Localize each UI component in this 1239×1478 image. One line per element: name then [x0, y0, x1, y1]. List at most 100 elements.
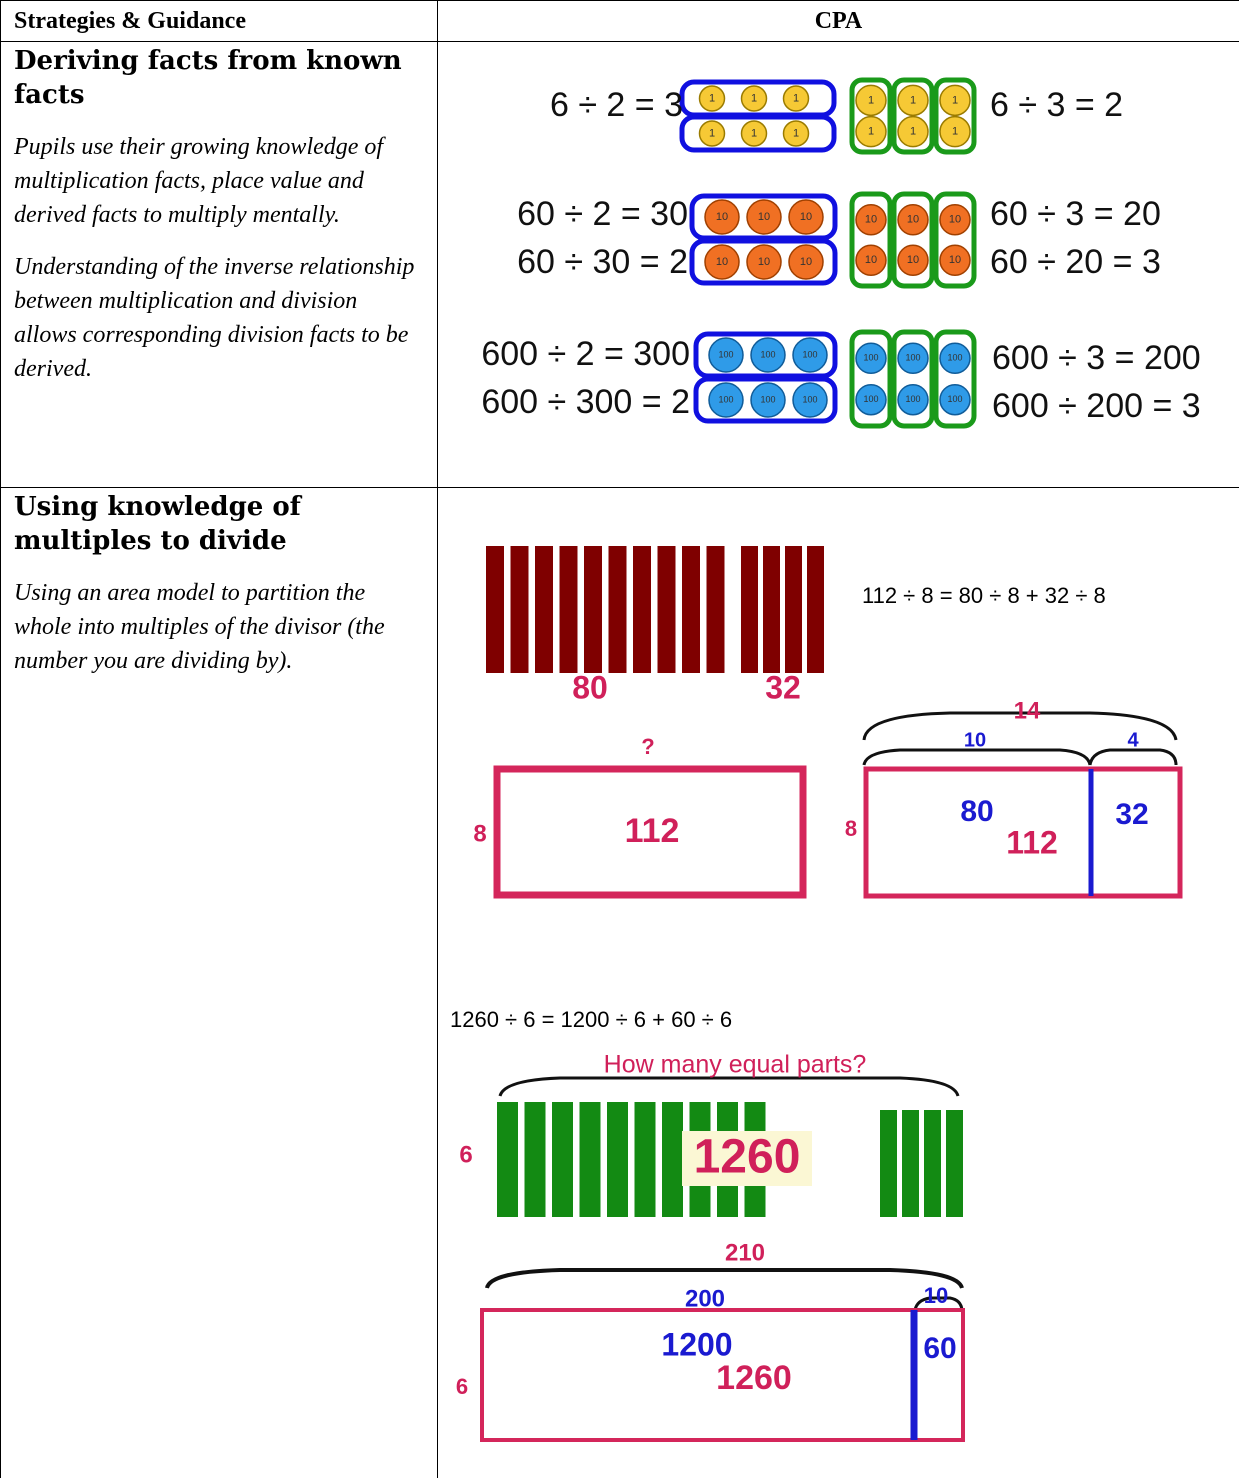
counter-label: 100: [802, 394, 817, 404]
group-box: [933, 329, 977, 429]
equation: 6 ÷ 2 = 3: [550, 86, 683, 124]
brace: [498, 1076, 960, 1097]
area-part: 10: [964, 729, 986, 751]
counter: [750, 337, 786, 373]
area-inside: 112: [625, 812, 680, 850]
counter-label: 10: [865, 254, 877, 266]
group-box: [849, 329, 893, 429]
area-rect: [493, 765, 807, 899]
counter-label: 1: [793, 127, 799, 139]
guidance: Pupils use their growing knowledge of mu…: [14, 134, 384, 228]
hundred-stick: [924, 1110, 941, 1217]
area-side: 8: [845, 816, 857, 841]
counter: [704, 244, 740, 280]
ten-stick: [584, 546, 602, 673]
equation: 600 ÷ 300 = 2: [481, 383, 690, 421]
counter-label: 100: [863, 353, 878, 363]
counter: [897, 244, 929, 276]
counter-label: 10: [907, 214, 919, 226]
guidance: Understanding of the inverse relationshi…: [14, 254, 415, 382]
equation: 60 ÷ 3 = 20: [990, 195, 1161, 233]
equation: 600 ÷ 3 = 200: [992, 339, 1201, 377]
counter: [788, 199, 824, 235]
counter: [939, 204, 971, 236]
counter: [897, 115, 929, 148]
counter: [939, 383, 971, 416]
highlight: [682, 1131, 812, 1186]
area-rect: [480, 1308, 965, 1442]
brace: [913, 1296, 964, 1311]
area-part: 10: [924, 1283, 948, 1308]
group-box: [679, 114, 837, 153]
group-box: [849, 77, 893, 155]
counter-label: 100: [718, 349, 733, 359]
counter-label: 100: [863, 394, 878, 404]
group-box: [891, 77, 935, 155]
counter-label: 10: [907, 254, 919, 266]
hundred-stick: [552, 1102, 573, 1217]
counter-label: 100: [947, 394, 962, 404]
counter-label: 10: [949, 254, 961, 266]
bar-side: 6: [459, 1141, 472, 1168]
equation: 1260 ÷ 6 = 1200 ÷ 6 + 60 ÷ 6: [450, 1007, 732, 1032]
counter-label: 100: [905, 353, 920, 363]
ten-stick: [763, 546, 780, 673]
bar-total: 1260: [694, 1131, 801, 1184]
counter-label: 10: [716, 211, 728, 223]
counter-label: 1: [910, 94, 916, 106]
equation: 6 ÷ 3 = 2: [990, 86, 1123, 124]
counter: [939, 84, 971, 117]
area-inside: 112: [1006, 824, 1058, 860]
counter: [897, 383, 929, 416]
counter-label: 100: [760, 394, 775, 404]
area-side: 8: [473, 820, 486, 847]
guidance: Using an area model to partition the who…: [14, 580, 385, 674]
equation: 60 ÷ 20 = 3: [990, 243, 1161, 281]
group-box: [891, 191, 935, 289]
area-inside: 1200: [661, 1326, 732, 1362]
counter-label: 100: [760, 349, 775, 359]
ten-stick: [510, 546, 529, 673]
group-box: [693, 331, 838, 379]
group-box: [933, 191, 977, 289]
strategy-title: Using knowledge of multiples to divide: [14, 492, 301, 556]
counter: [782, 85, 810, 112]
counter-label: 1: [910, 126, 916, 138]
counter: [740, 120, 768, 147]
ten-stick: [633, 546, 651, 673]
hundred-stick: [662, 1102, 683, 1217]
group-box: [891, 329, 935, 429]
strategy-cell: Deriving facts from known facts Pupils u…: [14, 44, 424, 404]
brace: [1088, 748, 1178, 766]
rule: [437, 0, 438, 1478]
hundred-stick: [634, 1102, 656, 1217]
counter: [792, 337, 828, 373]
counter: [746, 199, 782, 235]
area-part: 4: [1127, 729, 1139, 751]
counter: [939, 115, 971, 148]
counter: [746, 244, 782, 280]
brace: [862, 711, 1178, 741]
ten-stick: [486, 546, 504, 673]
counter-label: 1: [868, 94, 874, 106]
hundred-stick: [607, 1102, 628, 1217]
counter: [855, 115, 887, 148]
ten-stick: [535, 546, 553, 673]
question: How many equal parts?: [604, 1051, 867, 1079]
ten-stick: [657, 546, 676, 673]
ten-stick: [608, 546, 627, 673]
counter: [855, 383, 887, 416]
counter: [897, 342, 929, 375]
group-box: [689, 238, 838, 286]
generated-shapes: 1 1 1 1 1 1 1 1 1 1 1 1 10 10 10 10 10 10 10 10 10 10 10 10 100 1…: [486, 77, 977, 1217]
counter: [698, 85, 726, 112]
counter: [708, 337, 744, 373]
counter-label: 10: [800, 256, 812, 268]
ten-stick: [807, 546, 824, 673]
equation: 600 ÷ 2 = 300: [481, 335, 690, 373]
counter-label: 1: [952, 94, 958, 106]
equation: 600 ÷ 200 = 3: [992, 387, 1201, 425]
counter-label: 100: [905, 394, 920, 404]
counter: [792, 382, 828, 418]
